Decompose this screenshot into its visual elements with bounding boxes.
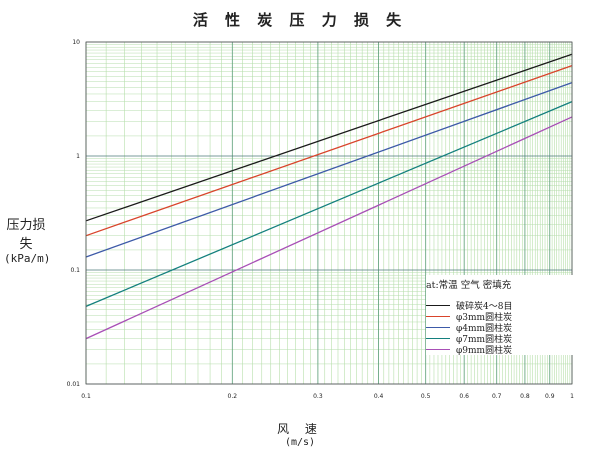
- x-tick-label: 0.6: [459, 393, 469, 400]
- x-axis-unit: (m/s): [284, 437, 316, 448]
- legend-item-1: 破碎炭4～8目: [426, 300, 576, 312]
- x-tick-label: 0.3: [313, 393, 323, 400]
- y-tick-labels: 0.01 0.1 1 10: [67, 39, 81, 388]
- plot-frame: [85, 41, 573, 385]
- x-tick-label: 0.8: [520, 393, 530, 400]
- chart-title: 活 性 炭 压 力 损 失: [192, 11, 408, 29]
- y-axis-title: 压力损失: [6, 218, 46, 252]
- legend-swatch: [426, 338, 450, 339]
- x-tick-label: 1: [570, 393, 574, 400]
- x-tick-label: 0.7: [492, 393, 502, 400]
- x-axis-title: 风 速: [277, 422, 323, 436]
- x-tick-labels: 0.1 0.2 0.3 0.4 0.5 0.6 0.7 0.8 0.9 1: [81, 393, 574, 400]
- legend-label: φ9mm圆柱炭: [456, 346, 513, 356]
- y-axis-unit: (kPa/m): [4, 252, 51, 265]
- y-tick-label: 0.01: [67, 381, 81, 388]
- series-line-4: [85, 101, 573, 307]
- y-tick-label: 10: [72, 39, 80, 46]
- legend-swatch: [426, 316, 450, 317]
- series-line-3: [85, 82, 573, 258]
- x-tick-label: 0.4: [374, 393, 384, 400]
- series-line-2: [85, 65, 573, 237]
- legend-item-2: φ3mm圆柱炭: [426, 311, 576, 323]
- legend-swatch: [426, 305, 450, 306]
- series-line-1: [85, 53, 573, 222]
- legend-condition: at:常温 空气 密填充: [426, 280, 512, 291]
- x-axis-label: 风 速 (m/s): [260, 420, 340, 448]
- series-lines: [85, 53, 573, 340]
- legend-label: φ3mm圆柱炭: [456, 313, 513, 323]
- legend-label: φ4mm圆柱炭: [456, 324, 513, 334]
- legend-item-5: φ9mm圆柱炭: [426, 344, 576, 356]
- legend-label: 破碎炭4～8目: [456, 302, 513, 312]
- legend-swatch: [426, 327, 450, 328]
- legend-items: 破碎炭4～8目 φ3mm圆柱炭 φ4mm圆柱炭 φ7mm圆柱炭 φ9mm圆柱炭: [426, 300, 576, 356]
- x-tick-label: 0.5: [421, 393, 431, 400]
- y-axis-label: 压力损失 (kPa/m): [4, 214, 51, 265]
- x-tick-label: 0.2: [228, 393, 238, 400]
- series-line-5: [85, 116, 573, 340]
- x-tick-label: 0.9: [545, 393, 555, 400]
- legend-item-4: φ7mm圆柱炭: [426, 333, 576, 345]
- legend-swatch: [426, 349, 450, 350]
- y-tick-label: 1: [76, 153, 80, 160]
- legend-item-3: φ4mm圆柱炭: [426, 322, 576, 334]
- legend: at:常温 空气 密填充 破碎炭4～8目 φ3mm圆柱炭 φ4mm圆柱炭 φ7mm圆柱…: [426, 275, 576, 356]
- legend-label: φ7mm圆柱炭: [456, 335, 513, 345]
- x-tick-label: 0.1: [81, 393, 91, 400]
- y-tick-label: 0.1: [70, 267, 80, 274]
